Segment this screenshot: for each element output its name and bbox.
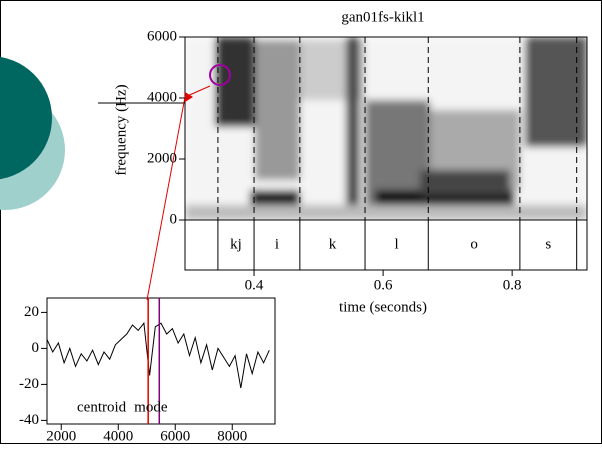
y-tick-label: 0 (170, 211, 178, 227)
segment-label: kj (230, 236, 242, 252)
x-tick-label: 0.4 (245, 277, 264, 293)
decor-circle (0, 56, 52, 180)
x-tick-label: 0.8 (503, 277, 522, 293)
x-tick-label: 2000 (46, 428, 76, 444)
segment-label: k (329, 236, 337, 252)
highlight-circle (209, 64, 231, 86)
y-tick-label: 20 (24, 304, 39, 320)
chart-title: gan01fs-kikl1 (341, 9, 424, 25)
plot-frame (46, 297, 276, 425)
spectrogram-image (185, 37, 587, 220)
y-tick-label: -40 (19, 412, 39, 428)
arrow-head (185, 92, 193, 102)
y-tick-label: 6000 (147, 28, 177, 44)
x-tick-label: 8000 (217, 428, 247, 444)
segment-label: o (470, 236, 478, 252)
x-tick-label: 4000 (103, 428, 133, 444)
spectrum-line (46, 321, 270, 389)
x-tick-label: 0.6 (374, 277, 393, 293)
marker-label: mode (134, 399, 168, 415)
y-axis-label: frequency (Hz) (113, 84, 129, 175)
segment-label: l (395, 236, 399, 252)
x-tick-label: 6000 (160, 428, 190, 444)
segment-label: s (545, 236, 551, 252)
plot-frame (184, 36, 588, 271)
y-tick-label: -20 (19, 376, 39, 392)
x-axis-label: time (seconds) (339, 299, 427, 315)
y-tick-label: 0 (32, 340, 40, 356)
segment-label: i (275, 236, 279, 252)
y-tick-label: 2000 (147, 150, 177, 166)
y-tick-label: 4000 (147, 89, 177, 105)
marker-label: centroid (77, 399, 127, 415)
